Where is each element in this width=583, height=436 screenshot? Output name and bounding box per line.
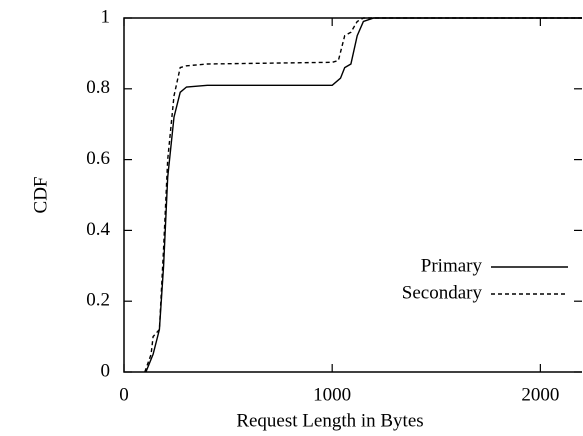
x-tick-label: 0 <box>119 384 129 405</box>
y-tick-label: 0.2 <box>86 290 110 311</box>
y-tick-label: 1 <box>101 6 111 27</box>
x-tick-label: 1000 <box>313 384 351 405</box>
y-tick-label: 0.4 <box>86 219 110 240</box>
x-axis-label: Request Length in Bytes <box>236 410 423 431</box>
x-tick-label: 2000 <box>521 384 559 405</box>
legend-label: Secondary <box>402 282 483 303</box>
y-tick-label: 0 <box>101 360 111 381</box>
y-axis-label: CDF <box>30 177 51 214</box>
series-line <box>145 17 582 373</box>
series-line <box>144 17 582 373</box>
legend-label: Primary <box>421 255 483 276</box>
y-tick-label: 0.6 <box>86 148 110 169</box>
y-tick-label: 0.8 <box>86 77 110 98</box>
plot-frame <box>123 17 582 373</box>
